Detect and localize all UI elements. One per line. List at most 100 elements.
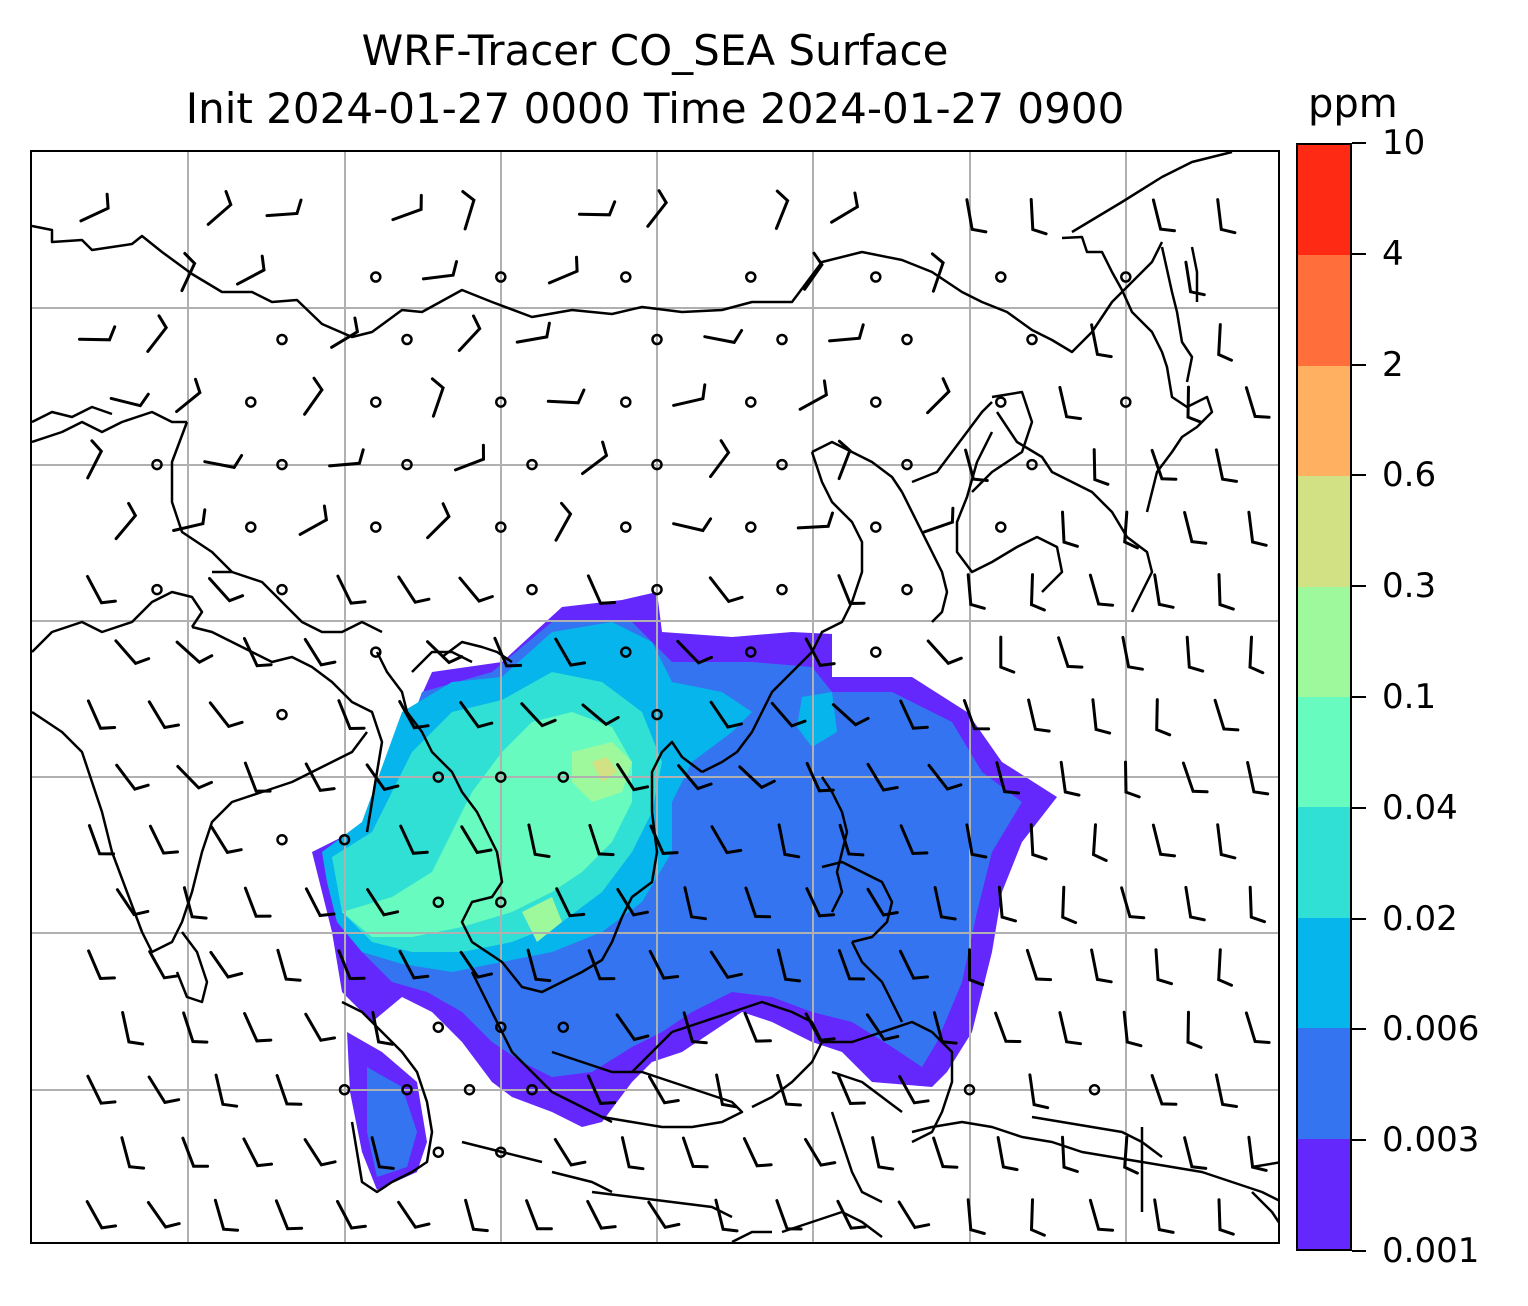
wind-barb [1186,1010,1203,1049]
wind-barb [208,577,245,603]
wind-barb [828,323,865,343]
wind-barb [866,762,899,792]
calm-wind-circle [995,271,1007,283]
wind-barb [86,574,117,605]
wind-barb [1244,386,1271,419]
wind-barb [172,508,207,532]
wind-barb [1027,698,1051,733]
wind-barb [1247,1135,1268,1172]
wind-barb [616,763,650,792]
calm-wind-circle [370,521,382,533]
calm-wind-circle [620,271,632,283]
wind-barb [581,440,609,476]
wind-barb [146,1201,181,1229]
wind-barb [1151,823,1176,858]
wind-barb [578,200,617,217]
colorbar-tick [1352,917,1366,920]
concentration-contour-5 [797,692,837,747]
colorbar-segment-9 [1298,144,1350,256]
coastline-segment-26 [631,1031,673,1073]
wind-barb [1154,948,1173,986]
wind-barb [330,316,360,349]
colorbar-tick [1352,696,1366,698]
calm-wind-circle [495,521,507,533]
wind-barb [304,1012,337,1042]
calm-wind-circle [432,896,445,908]
wind-barb [370,1136,395,1170]
wind-barb [620,1136,645,1171]
wind-barb [708,576,744,604]
wind-barb [86,439,104,480]
coastline-segment-3 [1160,246,1194,383]
wind-barb [86,699,117,730]
wind-barb [1123,1135,1139,1175]
colorbar-tick [1352,806,1366,809]
wind-barb [837,1074,866,1106]
wind-barb [838,823,865,857]
calm-wind-circle [401,1083,413,1096]
calm-wind-circle [620,521,632,533]
coastline-segment-11 [701,451,864,774]
wind-barb [837,949,866,981]
wind-barb [922,506,955,534]
coastline-segment-5 [971,390,1034,493]
wind-barb [1061,885,1078,925]
wind-barb [1155,698,1172,737]
wind-barb [933,886,957,921]
calm-wind-circle [776,583,788,596]
coastline-segment-22 [32,405,113,424]
wind-barb [1120,886,1146,920]
wind-barb [1184,885,1206,922]
wind-barb [709,950,743,979]
wind-barb [926,377,951,415]
wind-barb [1061,510,1079,548]
wind-barb [1091,823,1108,862]
colorbar-tick [1352,252,1366,255]
wind-barb [996,1136,1019,1172]
wind-barb [709,439,731,479]
colorbar-segment-0 [1298,1138,1350,1249]
coastline-segment-35 [1251,1191,1278,1224]
wind-barb [588,823,615,857]
wind-barb [586,1074,617,1105]
wind-barb [677,764,713,791]
wind-barb [426,502,451,540]
wind-barb [1058,385,1082,421]
wind-barb [1090,323,1113,359]
wind-barb [460,825,493,855]
calm-wind-circle [620,396,632,408]
coastline-segment-41 [671,1200,733,1219]
wind-barb [426,640,464,665]
colorbar-tick-label: 0.02 [1382,898,1458,939]
calm-wind-circle [745,396,757,408]
wind-barb [181,1136,210,1168]
wind-barb [275,1074,303,1106]
wind-barb [120,1136,146,1170]
wind-barb [214,1073,239,1108]
calm-wind-circle [995,521,1007,533]
wind-barb [796,511,834,530]
wind-barb [648,949,680,980]
coastline-segment-16 [191,625,384,833]
wind-barb [966,1198,986,1235]
wind-barb [182,886,208,920]
wind-barb [553,1138,587,1167]
calm-wind-circle [276,708,288,721]
coastline-segment-40 [731,1230,772,1242]
calm-wind-circle [1120,396,1132,408]
wind-barb [78,325,117,342]
wind-barb [304,762,336,793]
concentration-contour-7 [342,712,632,937]
coastline-segment-30 [830,1111,883,1204]
wind-barb [804,1137,837,1167]
colorbar-tick [1352,1028,1366,1031]
calm-wind-circle [776,458,788,471]
coastline-segment-20 [32,410,187,444]
calm-wind-circle [1026,458,1038,471]
colorbar-tick-label: 4 [1382,233,1404,274]
concentration-contour-8 [522,897,562,942]
wind-barb [1183,511,1208,545]
coastline-segment-0 [32,224,1164,354]
calm-wind-circle [745,521,757,533]
wind-barb [1029,1198,1046,1237]
